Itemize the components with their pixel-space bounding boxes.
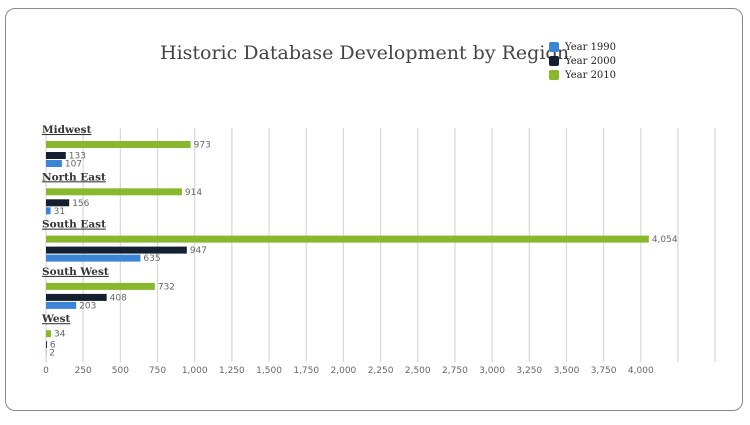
x-tick-label: 2,000 bbox=[331, 366, 357, 376]
x-tick-label: 4,000 bbox=[628, 366, 654, 376]
bar bbox=[46, 199, 70, 207]
x-tick-label: 3,000 bbox=[479, 366, 505, 376]
data-label: 635 bbox=[143, 254, 160, 264]
bar bbox=[46, 293, 107, 301]
category-label: West bbox=[41, 313, 71, 325]
x-tick-label: 0 bbox=[43, 366, 49, 376]
bar bbox=[46, 160, 62, 167]
x-tick-label: 1,250 bbox=[219, 366, 245, 376]
x-tick-label: 750 bbox=[149, 366, 166, 376]
bar bbox=[46, 246, 187, 254]
data-label: 4,054 bbox=[652, 235, 678, 245]
data-label: 732 bbox=[158, 282, 175, 292]
x-tick-label: 1,750 bbox=[293, 366, 319, 376]
data-label: 947 bbox=[190, 246, 207, 256]
chart-title: Historic Database Development by Region bbox=[160, 42, 570, 64]
category-label: North East bbox=[42, 171, 106, 183]
data-label: 34 bbox=[54, 330, 66, 340]
data-label: 156 bbox=[72, 199, 89, 209]
legend-label-2000: Year 2000 bbox=[565, 55, 617, 67]
category-label: South West bbox=[42, 266, 109, 278]
data-label: 2 bbox=[49, 349, 55, 359]
x-tick-label: 3,500 bbox=[554, 366, 580, 376]
data-label: 973 bbox=[194, 141, 211, 151]
legend-swatch-2010 bbox=[549, 70, 559, 80]
data-label: 6 bbox=[50, 341, 56, 351]
x-tick-label: 250 bbox=[75, 366, 92, 376]
data-label: 914 bbox=[185, 188, 202, 198]
data-label: 408 bbox=[110, 293, 127, 303]
legend-item-2000[interactable]: Year 2000 bbox=[549, 54, 616, 68]
x-tick-label: 3,750 bbox=[591, 366, 617, 376]
bar bbox=[46, 282, 155, 290]
bar bbox=[46, 254, 141, 262]
x-tick-label: 2,750 bbox=[442, 366, 468, 376]
legend-swatch-1990 bbox=[549, 42, 559, 52]
x-tick-label: 2,250 bbox=[368, 366, 394, 376]
bar bbox=[46, 207, 51, 215]
x-tick-label: 1,000 bbox=[182, 366, 208, 376]
bar bbox=[46, 341, 47, 349]
bar bbox=[46, 141, 191, 148]
bar bbox=[46, 235, 649, 243]
legend-label-2010: Year 2010 bbox=[565, 69, 617, 81]
bar bbox=[46, 152, 66, 159]
data-label: 107 bbox=[65, 160, 82, 170]
category-label: South East bbox=[42, 219, 106, 231]
legend-item-2010[interactable]: Year 2010 bbox=[549, 68, 616, 82]
category-label: Midwest bbox=[42, 124, 92, 136]
bar bbox=[46, 330, 52, 338]
bar bbox=[46, 188, 182, 196]
x-tick-label: 1,500 bbox=[256, 366, 282, 376]
chart-frame bbox=[5, 8, 743, 411]
x-tick-label: 2,500 bbox=[405, 366, 431, 376]
bar bbox=[46, 301, 77, 309]
legend-label-1990: Year 1990 bbox=[565, 41, 617, 53]
legend-item-1990[interactable]: Year 1990 bbox=[549, 40, 616, 54]
x-tick-label: 3,250 bbox=[516, 366, 542, 376]
legend-swatch-2000 bbox=[549, 56, 559, 66]
data-label: 133 bbox=[69, 152, 86, 162]
x-tick-label: 500 bbox=[112, 366, 129, 376]
legend: Year 1990 Year 2000 Year 2010 bbox=[549, 40, 616, 82]
data-label: 31 bbox=[54, 207, 65, 217]
data-label: 203 bbox=[79, 301, 96, 311]
